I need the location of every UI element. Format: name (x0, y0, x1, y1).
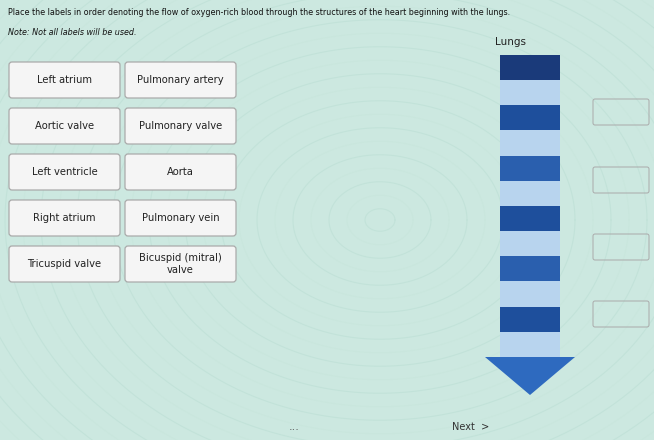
Text: Place the labels in order denoting the flow of oxygen-rich blood through the str: Place the labels in order denoting the f… (8, 8, 510, 17)
Text: Tricuspid valve: Tricuspid valve (27, 259, 101, 269)
FancyBboxPatch shape (125, 108, 236, 144)
Bar (500, 131, 560, 156)
Text: Next  >: Next > (453, 422, 489, 432)
Bar (500, 307, 560, 332)
Bar (500, 80, 560, 105)
Bar (500, 257, 560, 282)
Bar (500, 231, 560, 257)
Text: Left ventricle: Left ventricle (31, 167, 97, 177)
Bar (500, 105, 560, 131)
FancyBboxPatch shape (125, 154, 236, 190)
Text: Note: Not all labels will be used.: Note: Not all labels will be used. (8, 28, 137, 37)
FancyBboxPatch shape (125, 62, 236, 98)
Text: Bicuspid (mitral)
valve: Bicuspid (mitral) valve (139, 253, 222, 275)
Text: ...: ... (289, 422, 300, 432)
Bar (500, 156, 560, 181)
FancyBboxPatch shape (125, 200, 236, 236)
FancyBboxPatch shape (9, 108, 120, 144)
Bar (500, 55, 560, 80)
Bar (500, 332, 560, 357)
Text: Right atrium: Right atrium (33, 213, 95, 223)
Text: Left atrium: Left atrium (37, 75, 92, 85)
Text: Pulmonary valve: Pulmonary valve (139, 121, 222, 131)
Bar (500, 181, 560, 206)
Text: Pulmonary vein: Pulmonary vein (142, 213, 219, 223)
Polygon shape (485, 357, 575, 395)
Text: Lungs: Lungs (495, 37, 526, 47)
FancyBboxPatch shape (9, 62, 120, 98)
FancyBboxPatch shape (9, 200, 120, 236)
Bar (500, 206, 560, 231)
Text: Aorta: Aorta (167, 167, 194, 177)
Bar (500, 282, 560, 307)
FancyBboxPatch shape (9, 246, 120, 282)
Text: Pulmonary artery: Pulmonary artery (137, 75, 224, 85)
FancyBboxPatch shape (9, 154, 120, 190)
Text: Aortic valve: Aortic valve (35, 121, 94, 131)
FancyBboxPatch shape (125, 246, 236, 282)
